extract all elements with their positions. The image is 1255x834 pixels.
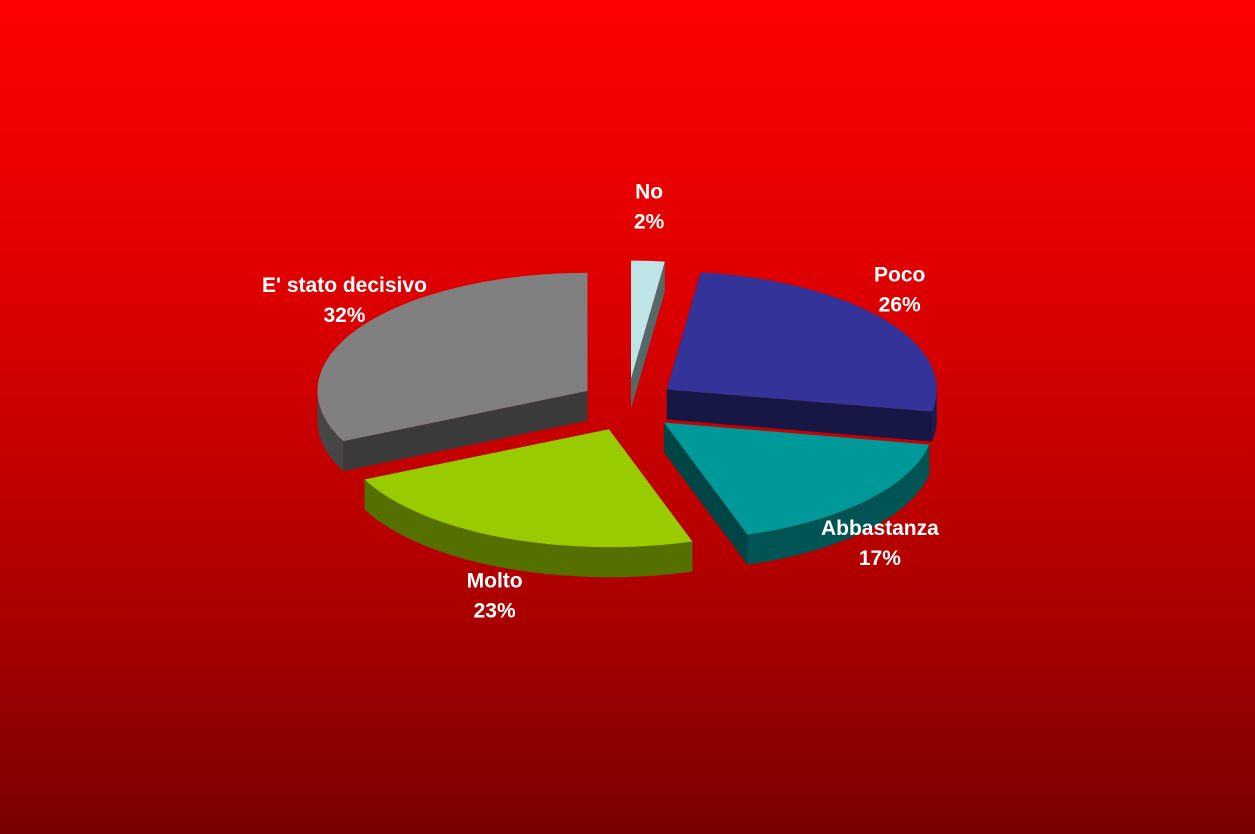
- slice-top-no: [631, 260, 665, 379]
- slice-abbastanza: [664, 422, 930, 565]
- label-abbastanza: Abbastanza 17%: [821, 517, 939, 570]
- slice-percent-e-stato-decisivo: 32%: [323, 304, 365, 327]
- label-no: No 2%: [634, 180, 665, 233]
- label-molto: Molto 23%: [467, 569, 523, 622]
- slice-wall-abbastanza: [664, 422, 748, 565]
- slice-molto: [364, 429, 693, 578]
- label-e-stato-decisivo: E' stato decisivo 32%: [262, 274, 427, 327]
- slice-wall-poco: [666, 389, 933, 442]
- slice-name-e-stato-decisivo: E' stato decisivo: [262, 274, 427, 297]
- slice-name-no: No: [635, 180, 663, 203]
- slice-top-poco: [666, 272, 937, 412]
- slice-wall-no: [631, 261, 665, 409]
- slice-e-stato-decisivo: [317, 272, 588, 472]
- slice-rim-molto: [364, 479, 693, 578]
- slice-rim-abbastanza: [747, 444, 930, 565]
- slice-wall-e-stato-decisivo: [343, 390, 588, 472]
- slice-rim-poco: [932, 389, 937, 442]
- pie-labels: No 2% Poco 26% Abbastanza 17% Molto 23% E' stato…: [262, 180, 939, 622]
- slice-top-e-stato-decisivo: [317, 272, 588, 442]
- slice-rim-e-stato-decisivo: [317, 390, 344, 472]
- slice-name-poco: Poco: [874, 264, 925, 287]
- slice-no: [631, 260, 665, 409]
- pie-slices: [317, 260, 937, 578]
- slice-percent-poco: 26%: [879, 294, 921, 317]
- slice-name-abbastanza: Abbastanza: [821, 517, 939, 540]
- slice-poco: [666, 272, 937, 442]
- slice-top-molto: [364, 429, 693, 548]
- label-poco: Poco 26%: [874, 264, 925, 317]
- slice-name-molto: Molto: [467, 569, 523, 592]
- slice-top-abbastanza: [664, 422, 930, 535]
- slice-percent-abbastanza: 17%: [859, 547, 901, 570]
- slice-percent-no: 2%: [634, 210, 665, 233]
- slice-percent-molto: 23%: [474, 599, 516, 622]
